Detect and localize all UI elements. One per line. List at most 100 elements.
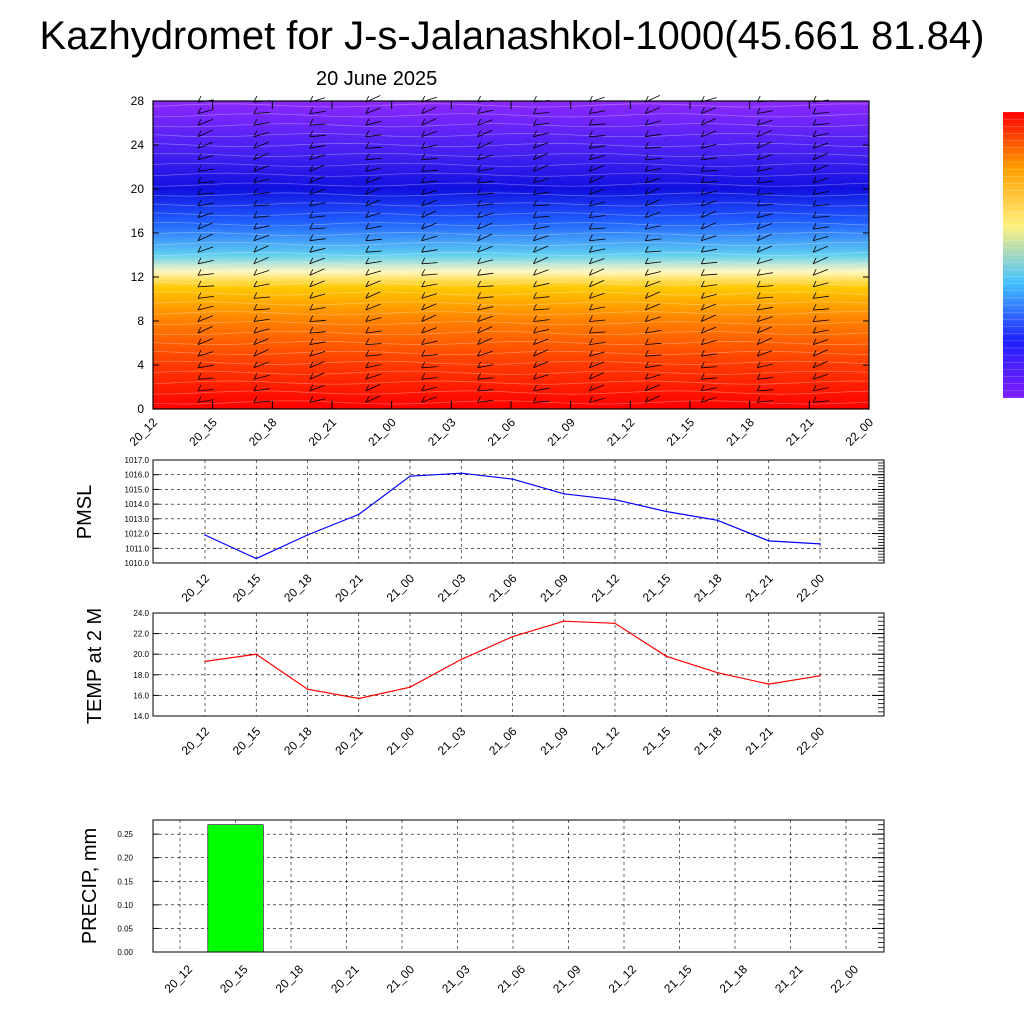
wind-barb — [477, 389, 494, 392]
wind-barb — [813, 329, 829, 334]
wind-barb-flag — [253, 361, 258, 368]
x-tick-label: 22_00 — [828, 962, 862, 996]
contour-line — [152, 152, 870, 157]
wind-barb-flag — [812, 338, 817, 345]
wind-barb-flag — [309, 396, 314, 403]
wind-barb-flag — [365, 396, 370, 403]
wind-barb — [421, 386, 438, 392]
wind-barb-flag — [421, 234, 426, 241]
wind-barb-flag — [700, 234, 705, 241]
wind-barb — [197, 273, 214, 276]
x-tick-label: 21_09 — [550, 962, 584, 996]
wind-barb — [197, 364, 214, 369]
wind-barb-flag — [309, 292, 314, 299]
x-tick-label: 21_12 — [604, 415, 638, 449]
wind-barb-flag — [700, 119, 705, 126]
wind-barb — [421, 293, 438, 299]
wind-barb — [477, 246, 493, 253]
wind-barb — [421, 199, 437, 207]
y-tick-label: 0.25 — [117, 830, 133, 839]
wind-barb — [812, 164, 828, 172]
wind-barb — [309, 227, 326, 230]
wind-barb — [197, 181, 215, 184]
wind-barb-flag — [197, 292, 202, 299]
wind-barb-flag — [756, 396, 761, 403]
wind-barb — [253, 122, 270, 126]
wind-barb-flag — [589, 292, 593, 299]
wind-barb — [309, 307, 326, 311]
wind-barb — [365, 107, 381, 114]
wind-barb-flag — [309, 373, 314, 380]
wind-barb — [645, 364, 662, 369]
wind-barb-flag — [700, 373, 705, 380]
wind-barb — [421, 157, 438, 161]
data-point — [768, 540, 770, 542]
wind-barb — [365, 330, 382, 334]
wind-barb — [477, 212, 494, 218]
wind-barb-flag — [421, 142, 426, 149]
wind-barb-flag — [421, 338, 426, 345]
wind-barb-flag — [253, 176, 258, 184]
contour-line — [152, 251, 870, 256]
wind-barb — [533, 112, 550, 114]
wind-barb-flag — [700, 211, 705, 218]
wind-barb — [197, 399, 214, 403]
x-tick-label: 20_21 — [332, 724, 366, 758]
wind-barb-flag — [253, 142, 258, 149]
contour-line — [152, 162, 870, 167]
contour-line — [152, 360, 870, 365]
wind-barb — [197, 192, 214, 195]
wind-barb-flag — [533, 188, 537, 195]
wind-barb-flag — [533, 107, 537, 114]
x-tick-label: 21_18 — [717, 962, 751, 996]
wind-barb — [309, 268, 325, 276]
wind-barb-flag — [421, 350, 426, 357]
wind-barb — [309, 361, 325, 369]
y-tick-label: 0.05 — [117, 924, 133, 933]
wind-barb-flag — [812, 119, 817, 126]
wind-barb-flag — [812, 292, 817, 299]
wind-barb-flag — [756, 199, 761, 207]
wind-barb-flag — [644, 280, 649, 288]
wind-barb — [813, 112, 830, 114]
wind-barb — [253, 349, 269, 357]
wind-barb-flag — [477, 280, 481, 288]
wind-barb — [421, 303, 437, 311]
contour-line — [152, 390, 870, 395]
wind-barb — [421, 366, 438, 369]
wind-barb-flag — [421, 246, 426, 253]
wind-barb-flag — [589, 257, 593, 264]
wind-barb — [645, 107, 661, 114]
wind-barb — [477, 306, 494, 311]
wind-barb-flag — [309, 142, 314, 149]
wind-barb — [421, 131, 437, 138]
wind-barb-flag — [644, 338, 649, 345]
wind-barb-flag — [197, 130, 202, 137]
wind-barb — [812, 269, 829, 276]
wind-barb-flag — [421, 303, 426, 311]
wind-barb-flag — [700, 222, 705, 230]
wind-barb-flag — [253, 119, 258, 126]
wind-barb — [757, 272, 773, 276]
wind-barb-flag — [309, 130, 314, 137]
wind-barb-flag — [309, 222, 314, 230]
wind-barb — [477, 285, 494, 288]
wind-barb — [645, 316, 661, 322]
wind-barb-flag — [700, 257, 705, 264]
wind-barb — [253, 152, 269, 161]
wind-barb — [701, 248, 717, 253]
wind-barb — [701, 157, 718, 161]
wind-barb — [197, 246, 214, 253]
wind-barb-flag — [421, 257, 426, 264]
x-tick-label: 20_12 — [162, 962, 196, 996]
wind-barb — [253, 215, 270, 218]
wind-barb-flag — [533, 130, 537, 137]
wind-barb — [365, 261, 382, 265]
wind-barb-flag — [812, 176, 817, 184]
wind-barb — [421, 249, 438, 253]
wind-barb — [253, 204, 270, 207]
wind-barb-flag — [756, 269, 761, 276]
wind-barb — [197, 202, 214, 207]
wind-barb — [757, 258, 773, 265]
wind-barb-flag — [756, 326, 761, 334]
